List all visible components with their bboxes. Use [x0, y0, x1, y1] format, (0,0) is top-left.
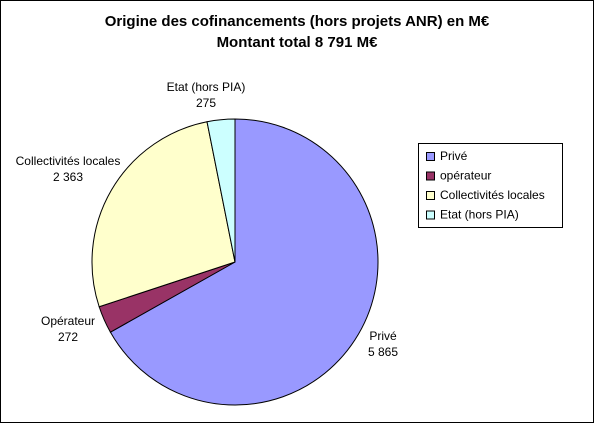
legend-label: Etat (hors PIA)	[440, 208, 519, 222]
pie-slice	[91, 121, 236, 308]
chart-title: Origine des cofinancements (hors projets…	[105, 13, 490, 30]
legend-label: Privé	[440, 149, 468, 163]
legend-swatch	[426, 191, 435, 200]
slice-value-label: 5 865	[368, 345, 398, 359]
slice-value-label: 2 363	[53, 170, 83, 184]
slice-label: Opérateur	[41, 314, 95, 328]
legend-label: opérateur	[440, 169, 491, 183]
pie-slice	[109, 118, 379, 406]
legend-swatch	[426, 171, 435, 181]
slice-label: Privé	[369, 329, 397, 343]
slice-label: Etat (hors PIA)	[167, 80, 246, 94]
slice-value-label: 272	[58, 330, 78, 344]
legend-swatch	[426, 210, 435, 220]
legend-swatch	[426, 152, 435, 161]
chart-subtitle: Montant total 8 791 M€	[217, 34, 379, 51]
slice-value-label: 275	[196, 96, 216, 110]
slice-label: Collectivités locales	[16, 154, 121, 168]
legend-label: Collectivités locales	[440, 188, 545, 202]
legend-box	[418, 143, 563, 228]
pie-slice	[206, 118, 236, 263]
